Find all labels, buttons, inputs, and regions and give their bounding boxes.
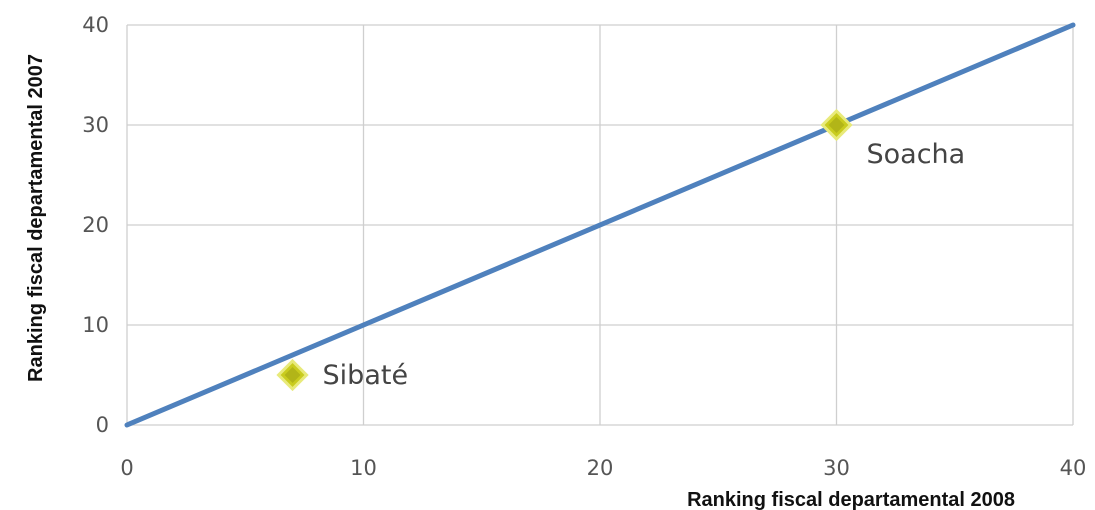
point-marker-shade	[828, 117, 845, 133]
x-tick-label: 40	[1060, 456, 1087, 480]
y-tick-label: 40	[82, 13, 109, 37]
y-axis-ticks: 0 10 20 30 40	[82, 13, 109, 437]
y-tick-label: 0	[96, 413, 109, 437]
point-label: Sibaté	[323, 360, 409, 391]
point-marker-shade	[284, 367, 301, 383]
grid-lines	[126, 24, 1074, 426]
x-axis-ticks: 0 10 20 30 40	[120, 456, 1086, 480]
x-tick-label: 10	[350, 456, 377, 480]
x-tick-label: 0	[120, 456, 133, 480]
x-axis-title: Ranking fiscal departamental 2008	[687, 489, 1015, 510]
x-tick-label: 30	[823, 456, 850, 480]
y-axis-title: Ranking fiscal departamental 2007	[25, 54, 47, 382]
point-label: Soacha	[867, 139, 966, 170]
y-tick-label: 30	[82, 113, 109, 137]
y-tick-label: 20	[82, 213, 109, 237]
x-tick-label: 20	[587, 456, 614, 480]
series-line	[124, 22, 1076, 428]
diagonal-series	[124, 22, 1076, 428]
y-tick-label: 10	[82, 313, 109, 337]
point-series: Sibaté Soacha	[276, 108, 966, 392]
